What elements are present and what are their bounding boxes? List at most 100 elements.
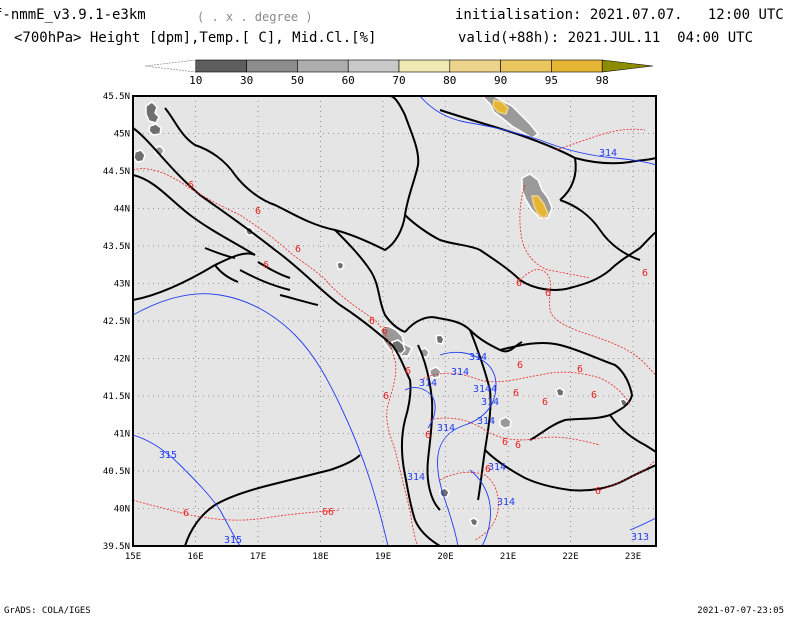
colorbar-swatch [398,59,451,73]
init-value: 2021.07.07. 12:00 UTC [589,7,784,23]
border-line [469,329,492,501]
height-contour-label: 314 [599,148,617,159]
border-line [204,247,291,279]
height-contour-label: 314 [451,367,469,378]
temp-contour-label: 6 [485,464,491,475]
country-borders [133,96,656,546]
longitude-tick-label: 15E [125,552,141,562]
temp-contour-label: 6 [502,437,508,448]
temp-contour-label: 6 [591,390,597,401]
initialisation-time: initialisation: 2021.07.07. 12:00 UTC [455,7,784,23]
cloud-patch [145,101,160,124]
cloud-patch [469,517,479,527]
height-contour-label: 314 [497,497,515,508]
colorbar-label: 90 [494,74,507,87]
cloud-patch [531,195,549,219]
border-line [609,414,656,453]
temp-contour-label: 6 [263,260,269,271]
colorbar-swatch [195,59,247,73]
height-contour [133,293,389,546]
valid-value: 2021.JUL.11 04:00 UTC [567,30,754,46]
colorbar-label: 95 [545,74,558,87]
temp-contour-label: 6 [405,366,411,377]
temp-contour-label: 6 [577,364,583,375]
longitude-tick-label: 23E [625,552,641,562]
cloud-patch [555,387,565,397]
colorbar-label: 80 [443,74,456,87]
valid-label: valid(+88h): [458,30,560,46]
temp-contour-label: 6 [642,268,648,279]
height-contour-label: 314 [477,416,495,427]
height-contour [437,351,497,546]
longitude-axis: 15E 16E 17E 18E 19E 20E 21E 22E 23E [125,552,641,562]
field-subtitle: <700hPa> Height [dpm],Temp.[ C], Mid.Cl.… [14,30,377,46]
colorbar-label: 70 [392,74,405,87]
cloud-patch [148,123,162,136]
map-background [133,96,656,546]
border-line [133,174,256,256]
temp-contour [439,471,499,541]
temp-contour-label: 6 [188,180,194,191]
latitude-tick-label: 39.5N [103,542,130,552]
temp-contour [419,371,631,406]
colorbar-swatch [246,59,298,73]
height-contour-label: 314 [437,423,455,434]
temp-contour-label: 6 [383,391,389,402]
temp-contour-label: 6 [595,486,601,497]
height-contour [404,387,436,429]
temp-contour-label: 6 [425,430,431,441]
colorbar-swatch [601,59,654,73]
temp-contour-label: 66 [322,507,334,518]
cloud-patch [499,416,512,429]
border-line [164,96,420,251]
units-note: ( . x . degree ) [197,10,313,24]
height-contour-label: 314 [481,397,499,408]
border-line [559,157,577,201]
height-contour-label: 314 [407,472,425,483]
temp-contour-label: 6 [369,316,375,327]
colorbar-swatch [347,59,400,73]
map-frame [132,95,657,547]
latitude-tick-label: 40N [114,505,130,515]
border-line [334,229,406,333]
render-timestamp: 2021-07-07-23:05 [697,606,784,616]
border-line [559,199,641,261]
colorbar-label: 60 [342,74,355,87]
height-contour-label: 314 [419,378,437,389]
height-contour-label: 315 [159,450,177,461]
temp-contour-label: 6 [255,206,261,217]
init-label: initialisation: [455,7,582,23]
temp-contour-label: 6 [517,360,523,371]
colorbar-label: 30 [240,74,253,87]
colorbar-swatch [144,59,197,73]
latitude-axis: 45.5N 45N 44.5N 44N 43.5N 43N 42.5N 42N 41.5N 41N… [103,92,130,552]
temp-contour [555,128,646,151]
temperature-contours [133,128,656,546]
border-line [133,127,441,546]
height-contour-label: 315 [224,535,242,546]
latitude-tick-label: 41.5N [103,392,130,402]
temp-contour-label: 6 [183,508,189,519]
temp-contour-label: 6 [516,278,522,289]
colorbar-swatch [551,59,603,73]
border-line [499,341,633,441]
cloud-colorbar: 10 30 50 60 70 80 90 95 98 [144,59,654,87]
height-contours [133,96,656,546]
height-contour [629,517,656,531]
latitude-tick-label: 42.5N [103,317,130,327]
latitude-tick-label: 43.5N [103,242,130,252]
border-line [519,231,656,291]
colorbar-label: 50 [291,74,304,87]
temp-contour [519,184,591,279]
colorbar-swatch [500,59,552,73]
longitude-tick-label: 18E [312,552,328,562]
latitude-tick-label: 41N [114,430,130,440]
model-title: f-nmmE_v3.9.1-e3km [0,7,146,23]
latitude-tick-label: 42N [114,355,130,365]
border-line [404,214,521,281]
temp-contour-label: 6 [515,440,521,451]
temp-contour [133,168,419,546]
height-contour [133,434,241,546]
